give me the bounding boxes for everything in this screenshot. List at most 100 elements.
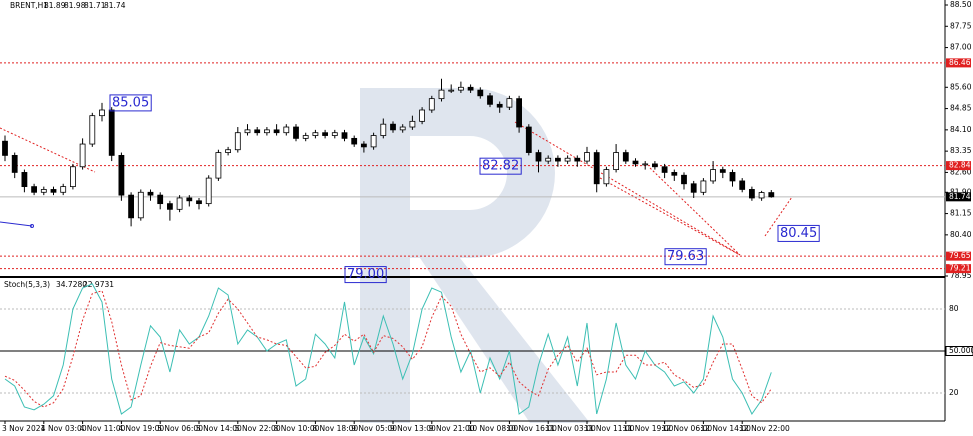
annotation-label: 79.00 xyxy=(347,267,384,282)
stoch-label-box xyxy=(945,346,973,356)
level-label: 79.21 xyxy=(949,264,971,273)
x-tick-label: 5 Nov 22:00 xyxy=(235,424,281,433)
y-tick-label: 84.10 xyxy=(950,125,972,134)
x-tick-label: 12 Nov 06:00 xyxy=(662,424,713,433)
y-tick-label: 82.60 xyxy=(950,167,972,176)
trend-lines xyxy=(0,121,793,256)
candle-body xyxy=(11,154,18,173)
annotation-label: 82.82 xyxy=(482,159,519,174)
candle-body xyxy=(263,129,270,134)
candle-body xyxy=(719,169,726,173)
candle-body xyxy=(622,152,629,162)
stoch-readout: 22.9731 xyxy=(83,280,114,289)
level-label: 86.46 xyxy=(949,58,971,67)
candle-body xyxy=(613,152,619,170)
level-label: 79.65 xyxy=(949,251,971,260)
candle-body xyxy=(564,157,571,162)
candle-body xyxy=(768,192,775,198)
readout-high: 81.98 xyxy=(64,1,86,10)
candle-body xyxy=(196,200,202,205)
x-tick-label: 8 Nov 10:00 xyxy=(274,424,320,433)
y-tick-label: 87.75 xyxy=(950,21,972,30)
candle-body xyxy=(215,152,222,179)
candle-body xyxy=(739,180,746,190)
x-tick-label: 10 Nov 16:00 xyxy=(506,424,557,433)
candle-body xyxy=(331,132,338,136)
candle-body xyxy=(652,163,658,168)
candle-body xyxy=(312,132,319,136)
y-tick-label: 85.60 xyxy=(950,82,972,91)
candle-body xyxy=(448,89,455,92)
y-tick-label: 78.95 xyxy=(950,271,972,280)
candle-body xyxy=(428,98,435,111)
x-tick-label: 9 Nov 13:00 xyxy=(390,424,436,433)
drawing-point xyxy=(30,224,34,228)
candle-body xyxy=(749,189,755,199)
candle-body xyxy=(40,189,47,193)
candle-body xyxy=(593,152,600,185)
x-tick-label: 11 Nov 03:00 xyxy=(545,424,596,433)
candle-body xyxy=(457,86,464,91)
stoch-line xyxy=(4,283,772,416)
candle-body xyxy=(50,189,57,193)
readout-close: 81.74 xyxy=(104,1,126,10)
candle-body xyxy=(710,169,716,182)
candle-body xyxy=(351,137,358,145)
candle-body xyxy=(661,166,668,173)
candle-body xyxy=(79,143,86,168)
annotation-box xyxy=(777,224,820,242)
candle-body xyxy=(545,157,552,162)
candle-body xyxy=(147,191,154,196)
candle-body xyxy=(283,126,290,134)
level-label: 82.84 xyxy=(949,161,971,170)
stoch-title: Stoch(5,3,3) xyxy=(4,280,50,289)
candle-body xyxy=(555,157,561,162)
readout-low: 81.71 xyxy=(84,1,106,10)
stoch-line xyxy=(4,290,772,408)
y-tick-label: 87.00 xyxy=(950,43,972,52)
candle-body xyxy=(205,177,212,205)
x-tick-label: 9 Nov 21:00 xyxy=(429,424,475,433)
candle-body xyxy=(166,203,173,210)
annotation-box xyxy=(479,157,522,175)
stoch-tick-label: 80 xyxy=(949,304,959,313)
level-label-box xyxy=(946,264,971,274)
candle-body xyxy=(671,172,678,176)
symbol-title: BRENT,H1 xyxy=(10,1,48,10)
x-tick-label: 11 Nov 19:00 xyxy=(623,424,674,433)
candle-body xyxy=(244,129,251,134)
candle-body xyxy=(31,186,38,193)
x-tick-label: 4 Nov 03:00 xyxy=(41,424,87,433)
candle-body xyxy=(632,160,639,165)
candle-body xyxy=(506,98,513,108)
candle-body xyxy=(700,180,707,193)
level-label-box xyxy=(946,251,971,261)
y-tick-label: 81.15 xyxy=(950,209,972,218)
candle-body xyxy=(225,149,232,153)
candle-body xyxy=(322,132,329,136)
candle-body xyxy=(574,157,581,162)
y-tick-label: 83.35 xyxy=(950,146,972,155)
x-tick-label: 11 Nov 11:00 xyxy=(584,424,635,433)
candle-body xyxy=(370,135,377,148)
x-tick-label: 10 Nov 08:00 xyxy=(468,424,519,433)
candle-body xyxy=(758,192,765,199)
candle-body xyxy=(360,143,367,148)
candle-body xyxy=(60,186,67,193)
x-tick-label: 12 Nov 22:00 xyxy=(739,424,790,433)
x-tick-label: 8 Nov 18:00 xyxy=(312,424,358,433)
candle-body xyxy=(409,120,416,128)
price-label: 81.74 xyxy=(949,192,971,201)
stoch-tick-label: 20 xyxy=(949,388,959,397)
candle-body xyxy=(89,115,96,145)
annotation-box xyxy=(344,266,387,284)
candle-body xyxy=(234,132,241,151)
candle-body xyxy=(176,197,183,210)
candle-body xyxy=(438,89,445,100)
y-tick-label: 81.90 xyxy=(950,187,972,196)
candle-body xyxy=(642,163,649,166)
candle-body xyxy=(21,172,28,188)
candle-body xyxy=(128,194,135,219)
candle-body xyxy=(603,169,610,185)
